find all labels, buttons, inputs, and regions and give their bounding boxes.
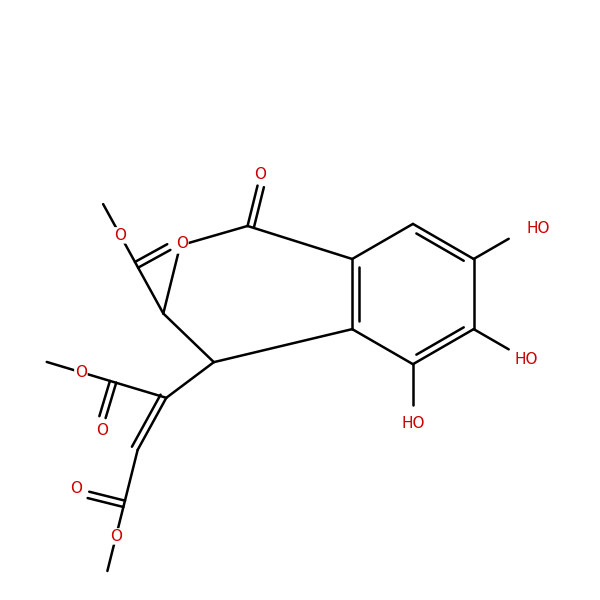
Text: HO: HO bbox=[515, 352, 538, 367]
Text: O: O bbox=[96, 423, 108, 438]
Text: HO: HO bbox=[527, 221, 550, 236]
Text: O: O bbox=[176, 236, 188, 251]
Text: O: O bbox=[110, 529, 122, 544]
Text: HO: HO bbox=[401, 416, 425, 431]
Text: O: O bbox=[254, 167, 266, 182]
Text: O: O bbox=[71, 481, 83, 496]
Text: O: O bbox=[75, 365, 87, 380]
Text: O: O bbox=[115, 228, 127, 243]
Text: O: O bbox=[174, 238, 186, 253]
